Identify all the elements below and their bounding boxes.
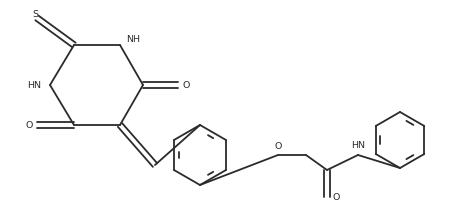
Text: O: O: [274, 142, 281, 151]
Text: NH: NH: [126, 35, 140, 45]
Text: S: S: [32, 9, 38, 19]
Text: HN: HN: [350, 140, 364, 149]
Text: O: O: [25, 121, 33, 129]
Text: HN: HN: [27, 80, 41, 90]
Text: O: O: [331, 192, 339, 202]
Text: O: O: [182, 80, 189, 90]
